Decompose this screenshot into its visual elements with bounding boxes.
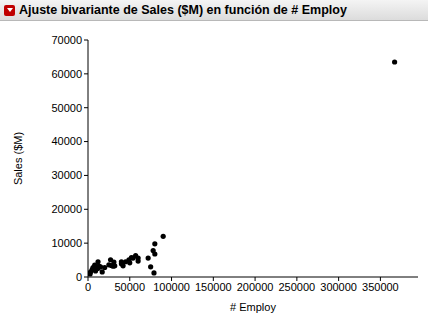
svg-text:20000: 20000 — [51, 203, 82, 215]
html-text:Ajuste bivariante de Sales ($M: Ajuste bivariante de Sales ($M) en funci… — [19, 3, 347, 17]
svg-text:70000: 70000 — [51, 34, 82, 46]
svg-text:350000: 350000 — [362, 281, 399, 293]
svg-text:0: 0 — [85, 281, 91, 293]
svg-text:0: 0 — [76, 271, 82, 283]
svg-text:200000: 200000 — [237, 281, 274, 293]
svg-text:250000: 250000 — [279, 281, 316, 293]
svg-text:40000: 40000 — [51, 135, 82, 147]
svg-text:10000: 10000 — [51, 237, 82, 249]
svg-text:100000: 100000 — [153, 281, 190, 293]
svg-text:150000: 150000 — [195, 281, 232, 293]
svg-text:300000: 300000 — [320, 281, 357, 293]
svg-text:Sales ($M): Sales ($M) — [12, 132, 24, 185]
svg-text:30000: 30000 — [51, 169, 82, 181]
svg-text:60000: 60000 — [51, 68, 82, 80]
svg-text:50000: 50000 — [51, 102, 82, 114]
svg-text:# Employ: # Employ — [230, 301, 276, 313]
svg-text:50000: 50000 — [114, 281, 145, 293]
